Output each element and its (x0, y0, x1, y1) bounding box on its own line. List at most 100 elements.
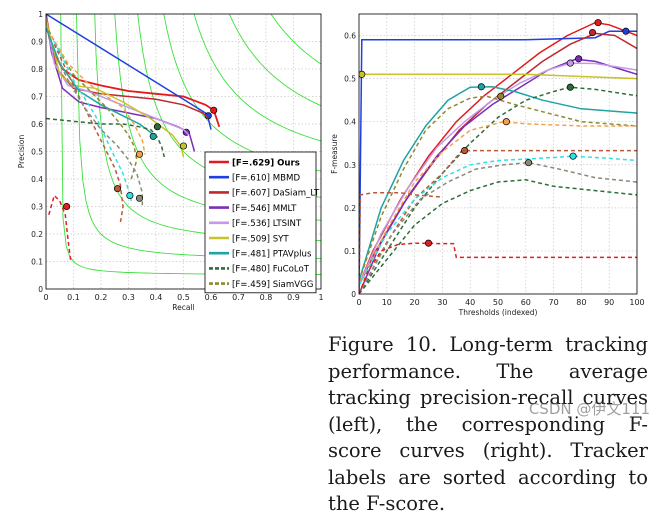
fm-series-marker-unnamed-3 (575, 55, 583, 63)
pr-x-tick-label: 0.2 (95, 293, 108, 302)
fm-y-tick-label: 0.4 (344, 118, 356, 127)
pr-legend-label-FuCoLoT: [F=.480] FuCoLoT (232, 265, 310, 275)
pr-legend-label-SiamVGG: [F=.459] SiamVGG (232, 280, 313, 290)
fm-series-marker-unnamed-5 (359, 70, 366, 78)
watermark-text: CSDN @伊文111 (528, 400, 650, 418)
fm-series-marker-unnamed-7 (566, 83, 574, 91)
fm-y-tick-label: 0.5 (344, 75, 356, 84)
pr-series-line-unnamed-13 (48, 194, 72, 262)
fm-x-tick-label: 0 (356, 298, 361, 307)
fm-x-tick-label: 10 (382, 298, 392, 307)
fm-series-marker-unnamed-9 (502, 118, 510, 126)
fm-series-line-unnamed-3 (359, 58, 637, 294)
pr-series-line-FuCoLoT (46, 117, 166, 158)
pr-y-tick-label: 0.4 (31, 175, 43, 184)
pr-x-tick-label: 0.3 (122, 293, 135, 302)
fm-y-tick-label: 0 (351, 290, 356, 299)
fm-series-marker-unnamed-0 (594, 19, 602, 27)
fm-series-line-unnamed-5 (359, 73, 637, 80)
fm-series-line-unnamed-14 (359, 192, 443, 294)
fm-series-marker-unnamed-2 (588, 28, 597, 37)
f-measure-chart: 0 10 20 30 40 50 60 70 80 90 100 0 0.1 0.2 0.3 0.4 0.5 0.… (330, 13, 645, 317)
pr-y-tick-label: 0 (38, 285, 43, 294)
pr-series-marker-unnamed-13 (63, 202, 71, 211)
fm-series-marker-unnamed-8 (497, 92, 505, 100)
fm-series-marker-unnamed-1 (622, 27, 630, 35)
fm-series-marker-unnamed-12 (525, 159, 533, 167)
fm-series-line-unnamed-11 (359, 155, 637, 286)
pr-legend-label-MBMD: [F=.610] MBMD (232, 174, 300, 184)
pr-y-tick-label: 0.3 (31, 203, 43, 212)
pr-series-marker-SYT (179, 142, 188, 150)
pr-x-tick-label: 0.7 (232, 293, 245, 302)
pr-x-tick-label: 0.8 (260, 293, 273, 302)
fm-y-tick-label: 0.6 (344, 32, 356, 41)
pr-series-marker-unnamed-12 (135, 194, 144, 202)
fm-series-line-unnamed-13 (359, 179, 637, 294)
pr-y-tick-label: 0.2 (31, 230, 43, 239)
fm-series-line-unnamed-6 (359, 86, 637, 282)
pr-y-tick-label: 0.6 (31, 120, 43, 129)
pr-x-axis-label: Recall (172, 303, 194, 312)
pr-legend-label-MMLT: [F=.546] MMLT (232, 204, 297, 214)
fm-x-tick-label: 90 (604, 298, 614, 307)
pr-series-marker-unnamed-9 (135, 150, 144, 158)
pr-series-line-SYT (46, 19, 185, 158)
pr-x-tick-label: 0.6 (205, 293, 218, 302)
pr-series-line-unnamed-10 (53, 41, 133, 202)
pr-y-tick-label: 0.1 (31, 258, 43, 267)
fm-y-tick-label: 0.1 (344, 247, 356, 256)
fm-x-tick-label: 50 (493, 298, 503, 307)
pr-series-line-unnamed-11 (53, 43, 124, 224)
fm-x-tick-label: 60 (521, 298, 531, 307)
fm-series-line-unnamed-15 (359, 242, 637, 294)
fm-series-marker-unnamed-15 (424, 239, 433, 247)
charts-figure: 0 0.1 0.2 0.3 0.4 0.5 0.6 0.7 0.8 0.9 100.10.20.30… (17, 10, 645, 317)
fm-y-tick-label: 0.2 (344, 204, 356, 213)
figure-caption: Figure 10. Long-term tracking performanc… (328, 333, 648, 515)
pr-series-marker-Ours (210, 106, 218, 114)
iso-f-curve (228, 14, 321, 107)
fm-series-marker-unnamed-10 (461, 147, 469, 155)
fm-x-tick-label: 40 (465, 298, 475, 307)
pr-legend-label-LTSINT: [F=.536] LTSINT (232, 219, 302, 229)
pr-series-line-SiamVGG (48, 30, 138, 180)
iso-f-curve (270, 14, 321, 65)
precision-recall-chart: 0 0.1 0.2 0.3 0.4 0.5 0.6 0.7 0.8 0.9 1 0 0.1 0.2 0.3 0… (17, 10, 324, 312)
fm-series-line-unnamed-9 (359, 120, 637, 286)
pr-legend: [F=.629] Ours [F=.610] MBMD [F=.607] DaSia… (204, 151, 320, 294)
pr-series-line-PTAVplus (46, 27, 157, 139)
fm-x-tick-label: 30 (437, 298, 447, 307)
pr-x-tick-label: 0.4 (150, 293, 163, 302)
pr-y-tick-label: 1 (38, 10, 43, 19)
pr-frame (45, 13, 322, 290)
pr-y-axis-label: Precision (17, 135, 26, 169)
pr-y-tick-label: 0.8 (31, 65, 43, 74)
pr-x-tick-label: 0.5 (177, 293, 190, 302)
fm-x-tick-label: 70 (549, 298, 559, 307)
fm-series-line-unnamed-12 (359, 161, 637, 294)
fm-y-tick-label: 0.3 (344, 161, 356, 170)
pr-y-tick-label: 0.9 (31, 38, 43, 47)
pr-x-tick-label: 0.1 (67, 293, 80, 302)
pr-x-tick-label: 0 (43, 293, 48, 302)
pr-series-marker-FuCoLoT (153, 123, 161, 131)
fm-x-tick-label: 20 (410, 298, 420, 307)
fm-x-tick-label: 100 (629, 298, 644, 307)
pr-series-group (46, 14, 221, 262)
fm-frame (358, 13, 638, 295)
fm-series-marker-unnamed-4 (566, 59, 574, 67)
fm-y-axis-label: F-measure (330, 134, 339, 174)
fm-series-line-unnamed-4 (359, 62, 637, 286)
fm-series-marker-unnamed-6 (477, 83, 485, 91)
fm-series-line-unnamed-7 (359, 86, 637, 294)
pr-y-tick-label: 0.5 (31, 148, 43, 157)
pr-series-line-unnamed-9 (50, 35, 146, 155)
pr-series-marker-unnamed-10 (126, 191, 134, 200)
fm-x-tick-label: 80 (576, 298, 586, 307)
pr-series-marker-unnamed-11 (113, 185, 122, 193)
pr-x-tick-label: 0.9 (287, 293, 300, 302)
iso-f-curve (193, 14, 321, 142)
fm-series-line-unnamed-1 (359, 30, 637, 294)
fm-series-marker-unnamed-11 (569, 152, 577, 160)
